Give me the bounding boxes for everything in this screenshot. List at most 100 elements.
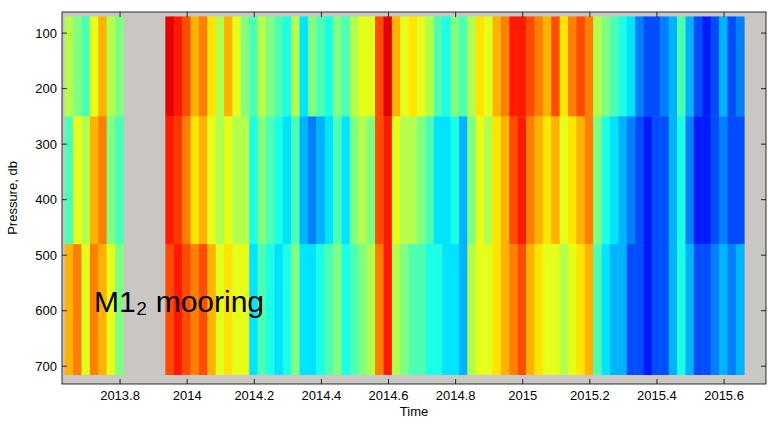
y-tick — [761, 255, 766, 256]
cell — [560, 16, 569, 116]
cell — [585, 244, 594, 375]
cell — [107, 116, 116, 244]
y-tick — [761, 366, 766, 367]
cell — [81, 16, 90, 116]
cell — [342, 116, 351, 244]
x-tick-label: 2014 — [173, 388, 202, 403]
cell — [551, 16, 560, 116]
x-tick-label: 2014.4 — [302, 388, 342, 403]
cell — [644, 244, 653, 375]
cell — [685, 244, 694, 375]
x-tick — [724, 379, 725, 384]
cell — [568, 16, 577, 116]
cell — [400, 116, 409, 244]
cell — [467, 16, 476, 116]
cell — [694, 16, 703, 116]
cell — [711, 244, 720, 375]
cell — [685, 116, 694, 244]
x-tick-label: 2014.2 — [234, 388, 274, 403]
cell — [493, 116, 502, 244]
cell — [451, 16, 460, 116]
cell — [241, 16, 250, 116]
cell — [509, 244, 518, 375]
cell — [182, 16, 191, 116]
cell — [199, 116, 208, 244]
cell — [333, 244, 342, 375]
cell — [249, 116, 258, 244]
cell — [383, 244, 392, 375]
cell — [98, 16, 107, 116]
cell — [73, 116, 82, 244]
cell — [677, 116, 686, 244]
cell — [627, 116, 636, 244]
cell — [501, 116, 510, 244]
cell — [409, 16, 418, 116]
cell — [350, 116, 359, 244]
cell — [232, 16, 241, 116]
cell — [417, 244, 426, 375]
cell — [669, 116, 678, 244]
cell — [526, 116, 535, 244]
cell — [266, 16, 275, 116]
cell — [518, 244, 527, 375]
cell — [576, 116, 585, 244]
x-tick — [254, 379, 255, 384]
x-tick — [522, 12, 523, 17]
cell — [392, 244, 401, 375]
cell — [342, 16, 351, 116]
cell — [165, 16, 174, 116]
cell — [383, 116, 392, 244]
cell — [342, 244, 351, 375]
cell — [199, 16, 208, 116]
cell — [425, 16, 434, 116]
cell — [325, 116, 334, 244]
x-tick — [656, 379, 657, 384]
cell — [534, 116, 543, 244]
cell — [90, 16, 99, 116]
y-tick — [62, 310, 67, 311]
cell — [90, 116, 99, 244]
x-tick-label: 2014.8 — [436, 388, 476, 403]
x-tick-label: 2013.8 — [100, 388, 140, 403]
cell — [191, 16, 200, 116]
cell — [451, 244, 460, 375]
cell — [660, 116, 669, 244]
cell — [316, 16, 325, 116]
cell — [266, 244, 275, 375]
x-tick-label: 2015 — [508, 388, 537, 403]
cell — [669, 244, 678, 375]
cell — [593, 244, 602, 375]
x-tick-label: 2015.2 — [570, 388, 610, 403]
x-tick — [187, 379, 188, 384]
x-tick — [724, 12, 725, 17]
y-tick — [761, 310, 766, 311]
cell — [534, 244, 543, 375]
cell — [216, 16, 225, 116]
cell — [434, 244, 443, 375]
cell — [425, 244, 434, 375]
cell — [425, 116, 434, 244]
cell — [333, 116, 342, 244]
x-tick — [254, 12, 255, 17]
cell — [333, 16, 342, 116]
cell — [618, 16, 627, 116]
y-tick — [761, 199, 766, 200]
x-tick — [388, 12, 389, 17]
x-tick — [120, 12, 121, 17]
y-tick — [62, 366, 67, 367]
cell — [727, 116, 736, 244]
cell — [719, 16, 728, 116]
plot-frame — [62, 12, 766, 384]
annotation: M1₂ mooring — [94, 285, 264, 318]
x-tick — [187, 12, 188, 17]
cell — [375, 244, 384, 375]
cell — [459, 244, 468, 375]
cell — [300, 244, 309, 375]
cell — [81, 244, 90, 375]
cell — [107, 16, 116, 116]
cell — [467, 244, 476, 375]
cell — [685, 16, 694, 116]
y-tick-label: 600 — [35, 303, 57, 318]
cell — [518, 116, 527, 244]
x-tick-label: 2014.6 — [369, 388, 409, 403]
